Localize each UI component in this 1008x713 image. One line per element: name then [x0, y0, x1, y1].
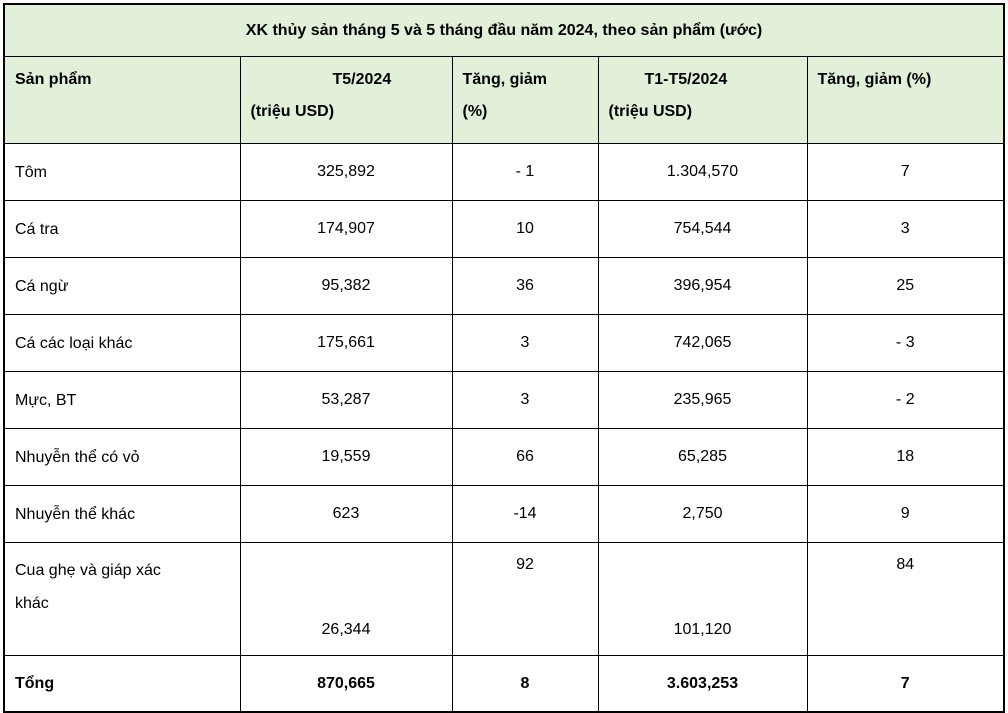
t5-value-cell: 26,344: [239, 542, 453, 656]
column-header-t5-change: Tăng, giảm (%): [451, 56, 599, 144]
product-cell: Cá tra: [3, 200, 241, 258]
header-line1: T1-T5/2024: [644, 71, 728, 88]
t5-value-cell: 95,382: [239, 257, 453, 315]
column-header-product: Sản phẩm: [3, 56, 241, 144]
t1t5-value-cell: 101,120: [597, 542, 808, 656]
total-t5-value-cell: 870,665: [239, 655, 453, 713]
product-cell: Mực, BT: [3, 371, 241, 429]
t5-change-cell: - 1: [451, 143, 599, 201]
header-line1: T5/2024: [332, 71, 392, 88]
table-row: Tôm 325,892 - 1 1.304,570 7: [3, 143, 1005, 201]
t1t5-change-cell: 3: [806, 200, 1005, 258]
t5-value-cell: 175,661: [239, 314, 453, 372]
product-cell: Cá các loại khác: [3, 314, 241, 372]
t1t5-value-cell: 742,065: [597, 314, 808, 372]
t5-change-cell: 3: [451, 314, 599, 372]
header-line1: Tăng, giảm (%): [817, 71, 932, 88]
t1t5-change-cell: - 2: [806, 371, 1005, 429]
table-row: Nhuyễn thể khác 623 -14 2,750 9: [3, 485, 1005, 543]
t5-change-cell: 3: [451, 371, 599, 429]
column-header-t1t5-value: T1-T5/2024 (triệu USD): [597, 56, 808, 144]
t1t5-change-cell: 18: [806, 428, 1005, 486]
total-label-cell: Tổng: [3, 655, 241, 713]
t1t5-value-cell: 1.304,570: [597, 143, 808, 201]
product-cell: Cua ghẹ và giáp xác khác: [3, 542, 241, 656]
header-line1: Sản phẩm: [15, 71, 92, 88]
t1t5-value-cell: 235,965: [597, 371, 808, 429]
t5-change-cell: 92: [451, 542, 599, 656]
header-line2: (triệu USD): [250, 103, 335, 120]
table-row: Cua ghẹ và giáp xác khác 26,344 92 101,1…: [3, 542, 1005, 656]
header-line2: (%): [462, 103, 488, 120]
t5-change-cell: 10: [451, 200, 599, 258]
header-line2: [818, 96, 998, 128]
table-row: Cá ngừ 95,382 36 396,954 25: [3, 257, 1005, 315]
table-row: Cá tra 174,907 10 754,544 3: [3, 200, 1005, 258]
total-t5-change-cell: 8: [451, 655, 599, 713]
t1t5-value-cell: 65,285: [597, 428, 808, 486]
product-cell: Nhuyễn thể khác: [3, 485, 241, 543]
total-t1t5-change-cell: 7: [806, 655, 1005, 713]
t5-change-cell: -14: [451, 485, 599, 543]
t1t5-change-cell: - 3: [806, 314, 1005, 372]
product-cell: Tôm: [3, 143, 241, 201]
title-row: XK thủy sản tháng 5 và 5 tháng đầu năm 2…: [3, 3, 1005, 57]
t1t5-change-cell: 84: [806, 542, 1005, 656]
t1t5-change-cell: 7: [806, 143, 1005, 201]
product-cell: Cá ngừ: [3, 257, 241, 315]
header-row: Sản phẩm T5/2024 (triệu USD) Tăng, giảm …: [3, 56, 1005, 144]
t5-value-cell: 325,892: [239, 143, 453, 201]
total-t1t5-value-cell: 3.603,253: [597, 655, 808, 713]
header-line2: (triệu USD): [608, 103, 693, 120]
column-header-t1t5-change: Tăng, giảm (%): [806, 56, 1005, 144]
table-row: Mực, BT 53,287 3 235,965 - 2: [3, 371, 1005, 429]
t5-value-cell: 174,907: [239, 200, 453, 258]
t1t5-value-cell: 754,544: [597, 200, 808, 258]
product-cell: Nhuyễn thể có vỏ: [3, 428, 241, 486]
t1t5-change-cell: 9: [806, 485, 1005, 543]
table-row: Nhuyễn thể có vỏ 19,559 66 65,285 18: [3, 428, 1005, 486]
seafood-export-table: XK thủy sản tháng 5 và 5 tháng đầu năm 2…: [3, 3, 1006, 713]
t1t5-value-cell: 2,750: [597, 485, 808, 543]
total-row: Tổng 870,665 8 3.603,253 7: [3, 655, 1005, 713]
header-line2: [15, 96, 234, 128]
table-row: Cá các loại khác 175,661 3 742,065 - 3: [3, 314, 1005, 372]
t1t5-change-cell: 25: [806, 257, 1005, 315]
t5-value-cell: 19,559: [239, 428, 453, 486]
t5-value-cell: 53,287: [239, 371, 453, 429]
t5-change-cell: 66: [451, 428, 599, 486]
column-header-t5-value: T5/2024 (triệu USD): [239, 56, 453, 144]
t1t5-value-cell: 396,954: [597, 257, 808, 315]
table-title: XK thủy sản tháng 5 và 5 tháng đầu năm 2…: [3, 3, 1005, 57]
t5-value-cell: 623: [239, 485, 453, 543]
t5-change-cell: 36: [451, 257, 599, 315]
header-line1: Tăng, giảm: [462, 71, 547, 88]
